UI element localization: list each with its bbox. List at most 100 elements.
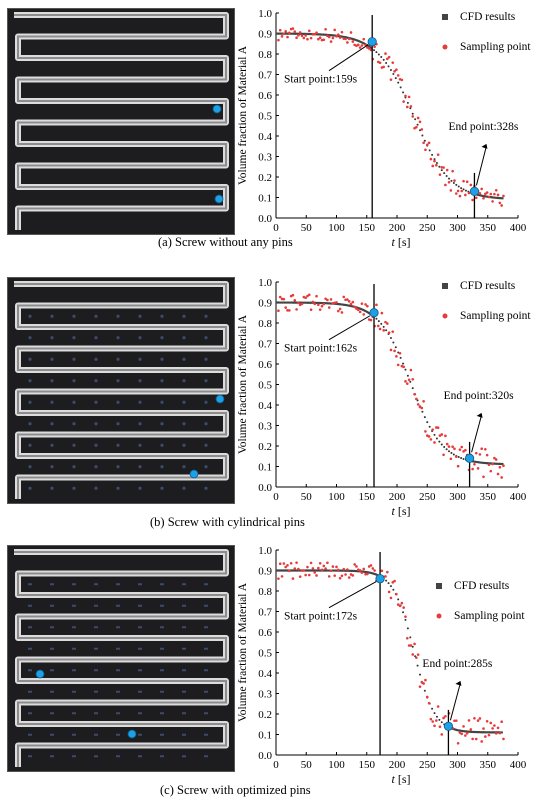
y-tick-label: 0.8 — [258, 49, 272, 61]
end-arrow — [475, 145, 487, 186]
sampling-point — [422, 141, 425, 145]
cfd-point — [423, 689, 426, 692]
cfd-point — [404, 618, 407, 621]
sampling-point — [311, 567, 315, 570]
pin — [138, 647, 142, 650]
sampling-point — [462, 179, 465, 183]
y-tick-label: 0.7 — [258, 70, 272, 82]
sampling-point — [480, 740, 483, 743]
sampling-point — [424, 148, 427, 152]
pin — [50, 690, 54, 693]
cfd-point — [406, 374, 409, 377]
pin — [204, 647, 208, 650]
cfd-point — [399, 356, 402, 359]
y-tick-label: 0.3 — [258, 152, 272, 164]
sampling-point — [362, 37, 366, 41]
sampling-point — [344, 573, 347, 576]
sampling-point — [318, 562, 322, 565]
y-tick-label: 1.0 — [258, 545, 272, 557]
cfd-point — [387, 65, 390, 68]
sampling-point — [409, 368, 413, 372]
sampling-point — [422, 682, 425, 685]
sampling-point — [322, 38, 326, 42]
cfd-point — [462, 188, 465, 191]
cfd-line — [466, 458, 504, 466]
sampling-point — [487, 463, 491, 467]
pin — [138, 690, 142, 693]
sampling-point — [476, 467, 480, 470]
sampling-point — [375, 303, 378, 307]
sampling-point — [469, 728, 473, 731]
pin — [50, 712, 54, 715]
sampling-point — [293, 30, 297, 33]
pin — [72, 647, 76, 650]
pin — [160, 357, 164, 361]
sampling-point — [340, 311, 344, 314]
sampling-point — [306, 37, 309, 41]
pin — [204, 336, 208, 340]
sampling-point — [387, 331, 391, 334]
pin — [204, 443, 208, 447]
sampling-point — [491, 727, 494, 730]
sampling-point — [307, 293, 311, 297]
sampling-point — [288, 309, 291, 312]
sampling-point — [353, 563, 356, 566]
sampling-point — [284, 306, 287, 309]
sampling-point — [389, 596, 393, 600]
pin — [50, 755, 54, 758]
sampling-point — [351, 40, 355, 43]
sampling-point — [438, 725, 442, 729]
legend-label-cfd: CFD results — [460, 11, 516, 23]
sampling-point — [327, 35, 331, 39]
pin — [160, 583, 164, 586]
legend-swatch-cfd — [442, 14, 448, 20]
cfd-point — [452, 453, 455, 456]
pin — [204, 712, 208, 715]
sampling-point — [500, 476, 503, 479]
y-tick-label: 0.6 — [258, 90, 272, 102]
sampling-point — [456, 189, 460, 193]
sampling-point — [404, 380, 407, 383]
x-tick-label: 50 — [301, 222, 313, 234]
pin — [72, 690, 76, 693]
sampling-point — [429, 157, 433, 161]
sampling-point — [407, 95, 411, 99]
screw-channel-drawing — [14, 12, 229, 230]
sampling-point — [304, 296, 307, 300]
end-label: End point:285s — [422, 658, 492, 670]
cfd-point — [440, 443, 443, 446]
cfd-point — [416, 664, 419, 667]
cfd-point — [421, 134, 424, 137]
sampling-point — [313, 32, 317, 36]
pin — [204, 690, 208, 693]
sampling-point — [464, 734, 467, 737]
chart-svg: 0.0 0.1 0.2 0.3 0.4 0.5 0.6 0.7 0.8 0.9 1.0 0 50 100 1… — [237, 277, 531, 518]
y-tick-label: 0.1 — [258, 193, 272, 205]
pin — [28, 422, 32, 426]
sampling-point — [333, 574, 336, 577]
pin — [138, 604, 142, 607]
pin — [160, 755, 164, 758]
sampling-point — [315, 294, 318, 298]
pin — [94, 669, 98, 672]
sampling-point — [447, 180, 451, 184]
channel-path-inner — [14, 283, 227, 499]
sampling-point — [427, 141, 431, 145]
y-tick-label: 0.1 — [258, 462, 272, 474]
screw-photo-a — [7, 8, 235, 235]
sampling-point — [416, 403, 420, 406]
sampling-point — [411, 115, 415, 118]
pin — [204, 583, 208, 586]
start-label: Start point:159s — [284, 74, 358, 86]
sampling-point — [376, 324, 380, 328]
cfd-point — [448, 177, 451, 180]
cfd-point — [397, 81, 400, 84]
sampling-point — [278, 28, 282, 32]
pin — [182, 400, 186, 404]
pin — [182, 465, 186, 469]
pin — [72, 733, 76, 736]
legend-label-sampling: Sampling point — [460, 310, 531, 322]
sampling-point — [458, 448, 462, 451]
sampling-point — [395, 68, 398, 72]
sampling-point — [442, 716, 445, 720]
